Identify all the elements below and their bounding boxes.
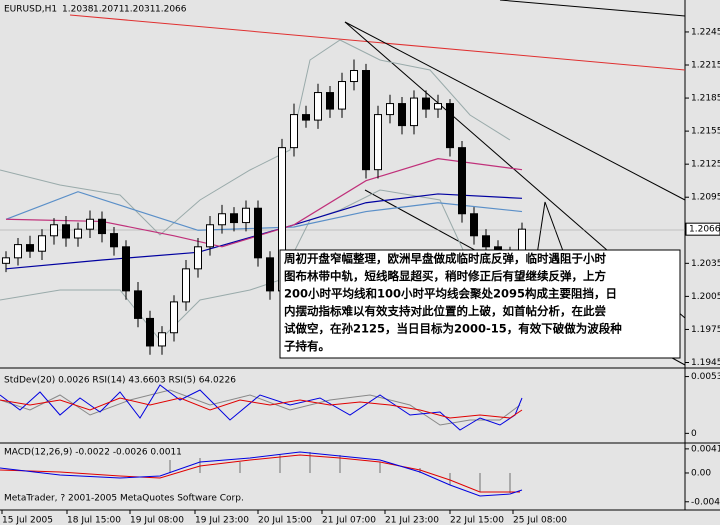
y-tick-label: 1.2215 [691, 61, 720, 71]
annotation-line: 图布林带中轨，短线略显超买，稍时修正后有望继续反弹，上方 [284, 269, 606, 283]
header-value: 1.2031 [124, 5, 156, 15]
macd-histogram [169, 452, 511, 493]
last-price-label: 1.2066 [689, 225, 720, 235]
indicator-label: StdDev(20) 0.0026 RSI(14) 43.6603 RSI(5)… [4, 376, 236, 386]
header-value: 1.2066 [155, 5, 187, 15]
header-value: 1.2038 [62, 5, 94, 15]
candle-body [350, 70, 358, 83]
rsi14-line [0, 384, 523, 431]
copyright: MetaTrader, ? 2001-2005 MetaQuotes Softw… [4, 494, 244, 504]
annotation-box [279, 249, 681, 359]
candle-body [290, 114, 298, 149]
y-tick-label: 0 [691, 429, 697, 439]
x-tick-label: 19 Jul 08:00 [130, 516, 184, 525]
y-tick-label: 1.2155 [691, 127, 720, 137]
candle-body [326, 92, 334, 110]
x-tick-label: 21 Jul 23:00 [385, 516, 439, 525]
candle-body [2, 257, 10, 264]
x-tick-label: 21 Jul 07:00 [322, 516, 376, 525]
candle-body [314, 92, 322, 121]
candle-body [50, 224, 58, 237]
candle-body [38, 235, 46, 252]
y-tick-label: 1.2005 [691, 292, 720, 302]
header-value: 1.2071 [93, 5, 125, 15]
annotation-line: 内摆动指标难以有效支持对此位置的上破，如首帖分析，在此尝 [284, 304, 606, 318]
candle-body [398, 103, 406, 127]
candle-body [458, 147, 466, 215]
x-tick-label: 18 Jul 15:00 [67, 516, 121, 525]
candle-body [134, 290, 142, 319]
candle-body [110, 233, 118, 248]
candle-body [266, 257, 274, 292]
candle-body [158, 332, 166, 347]
candle-body [14, 244, 22, 259]
candle-body [410, 97, 418, 127]
y-tick-label: 1.2245 [691, 27, 720, 37]
candle-body [434, 103, 442, 110]
candle-body [194, 246, 202, 270]
candle-body [374, 114, 382, 171]
symbol: EURUSD,H1 [4, 5, 57, 15]
x-tick-label: 15 Jul 2005 [2, 516, 53, 525]
candle-body [482, 235, 490, 248]
candle-body [86, 218, 94, 230]
y-tick-label: 1.2185 [691, 94, 720, 104]
y-tick-label: 0.0041 [691, 444, 720, 454]
candle-body [446, 103, 454, 149]
y-tick-label: 1.2035 [691, 259, 720, 269]
y-tick-label: 1.2095 [691, 193, 720, 203]
annotation-line: 200小时平均线和100小时平均线会聚处2095构成主要阻挡，日 [284, 287, 617, 301]
annotation-line: 周初开盘窄幅整理，欧洲早盘做成临时底反弹，临时遇阻于小时 [284, 252, 606, 266]
y-tick-label: 1.1945 [691, 358, 720, 368]
macd-label: MACD(12,26,9) -0.0022 -0.0026 0.0011 [4, 448, 182, 458]
y-tick-label: 1.1975 [691, 325, 720, 335]
x-tick-label: 25 Jul 08:00 [513, 516, 567, 525]
rsi5-line [0, 397, 523, 419]
candle-body [62, 224, 70, 239]
candle-body [338, 81, 346, 110]
trendline [499, 0, 686, 17]
x-tick-label: 19 Jul 23:00 [195, 516, 249, 525]
candle-body [386, 103, 394, 116]
candle-body [218, 213, 226, 226]
macd-line [0, 451, 523, 497]
band [0, 39, 511, 236]
candle-body [470, 213, 478, 237]
main-panel [2, 59, 526, 355]
y-tick-label: 0.0053 [691, 372, 720, 382]
last-price-box [685, 222, 720, 236]
candle-body [98, 218, 106, 235]
y-tick-label: -0.0049 [691, 497, 720, 507]
candle-body [122, 246, 130, 292]
x-tick-label: 20 Jul 15:00 [258, 516, 312, 525]
candle-body [146, 317, 154, 347]
moving-average [5, 191, 523, 231]
trendline [69, 14, 686, 71]
candle-body [242, 207, 250, 224]
y-tick-label: 1.2125 [691, 160, 720, 170]
candle-body [422, 97, 430, 110]
annotation-line: 试做空，在孙2125，当日目标为2000-15，有效下破做为波段种 [284, 322, 622, 336]
annotation: 周初开盘窄幅整理，欧洲早盘做成临时底反弹，临时遇阻于小时图布林带中轨，短线略显超… [284, 252, 622, 354]
candle-body [74, 228, 82, 239]
trendline [344, 21, 686, 201]
candle-body [170, 301, 178, 334]
candle-body [26, 244, 34, 252]
candle-body [182, 268, 190, 303]
macd-signal [0, 454, 520, 493]
candle-body [230, 213, 238, 224]
y-tick-label: 0.00 [691, 468, 711, 478]
candle-body [254, 207, 262, 259]
annotation-line: 子持有。 [284, 339, 330, 353]
candle-body [362, 70, 370, 171]
candle-body [302, 114, 310, 121]
x-tick-label: 22 Jul 15:00 [450, 516, 504, 525]
candle-body [206, 224, 214, 248]
